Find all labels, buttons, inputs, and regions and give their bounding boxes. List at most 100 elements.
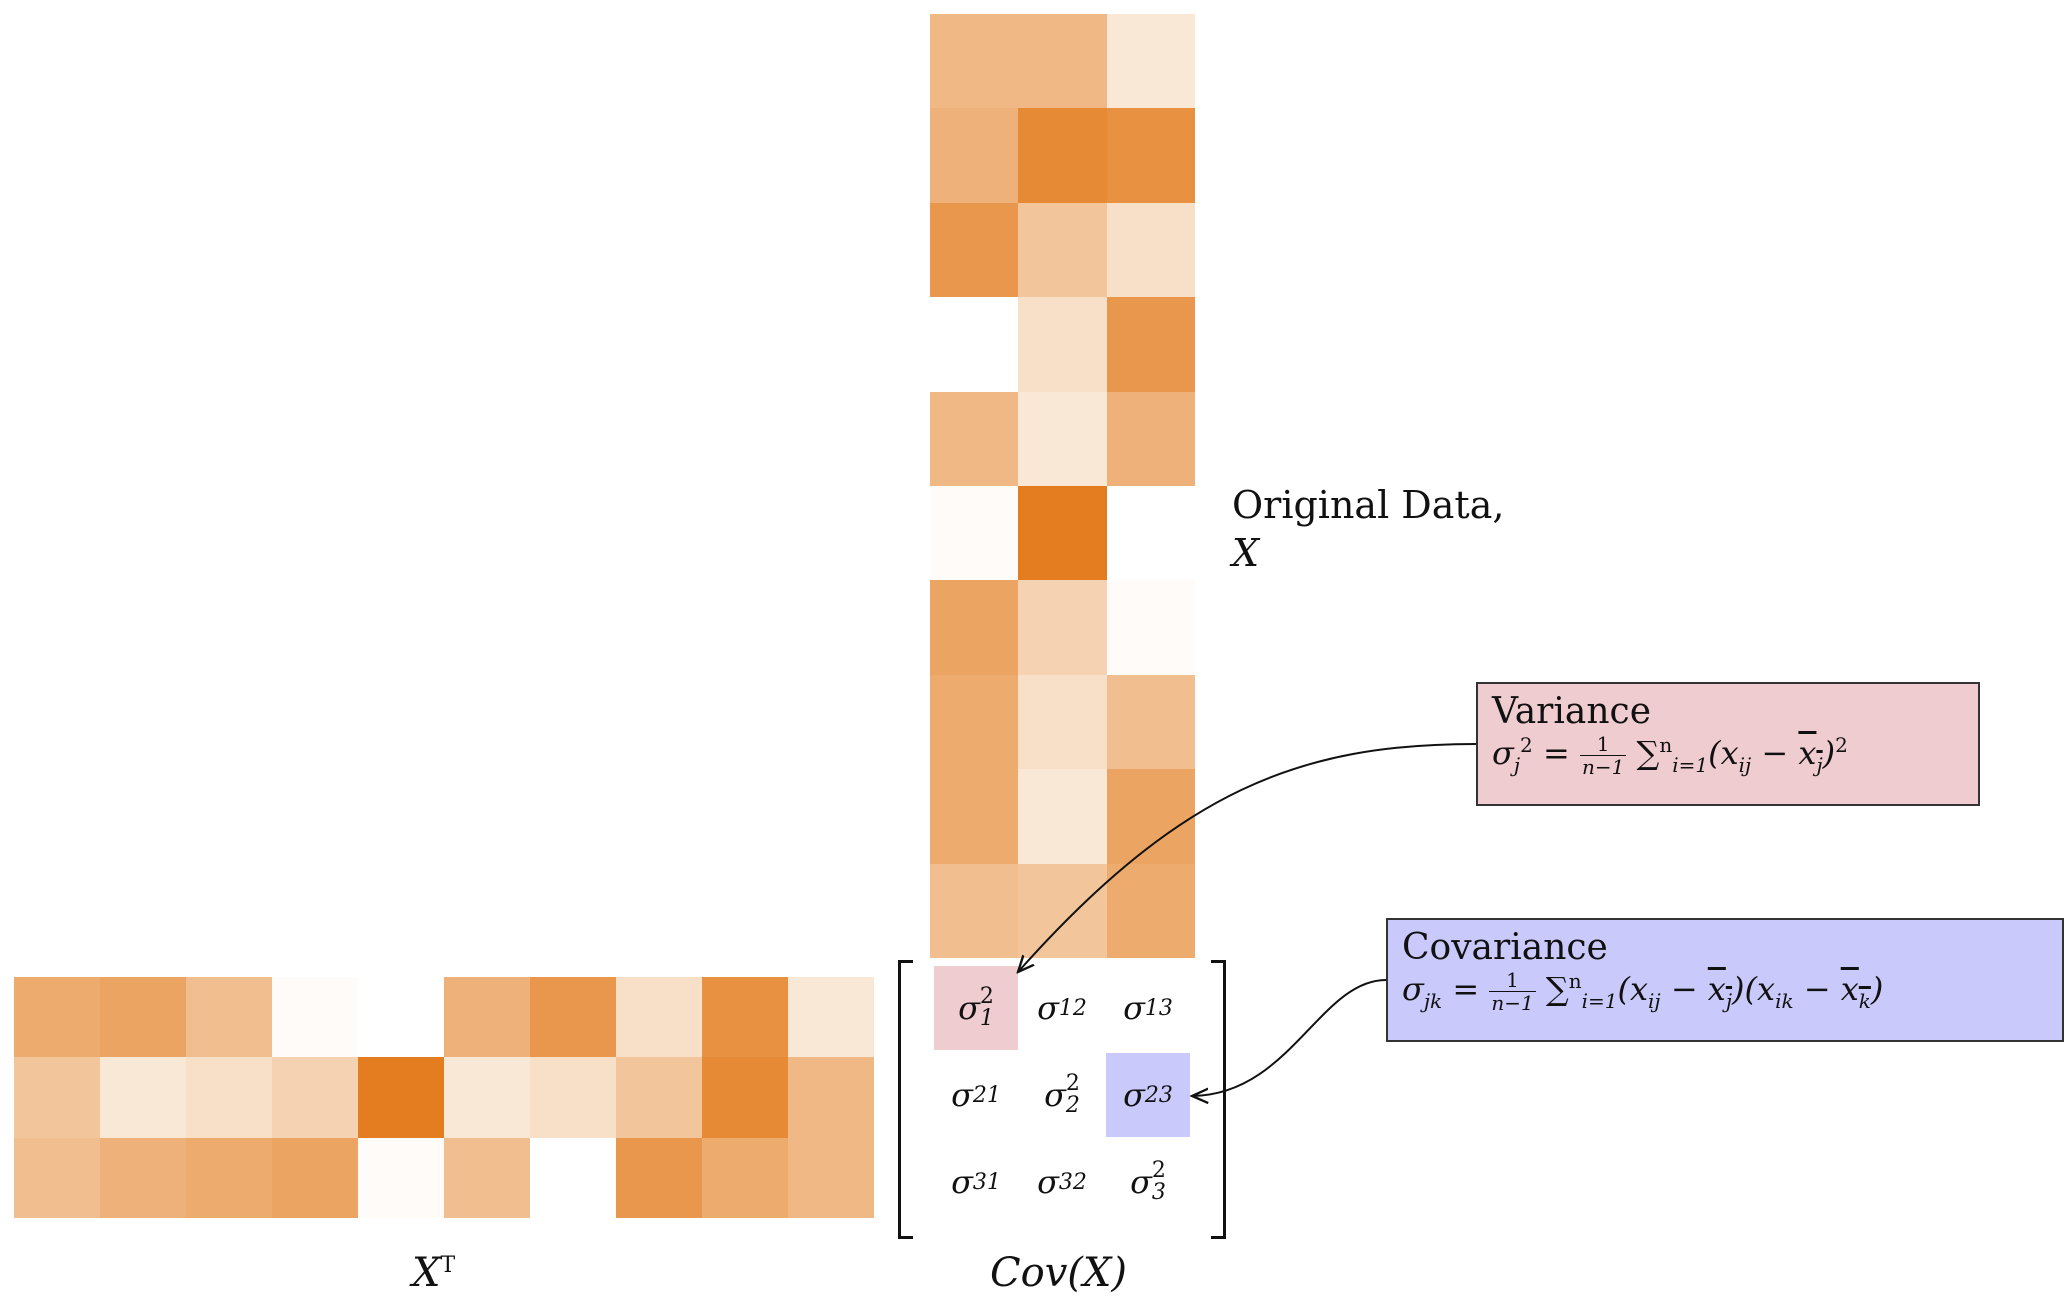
transpose-cell-r3-c6 (444, 1137, 530, 1218)
original-data-cell-r3-c2 (1018, 202, 1107, 298)
cov-cell-subscript: 13 (1144, 995, 1173, 1021)
var-body-open: (x (1708, 734, 1739, 773)
transpose-cell-r3-c2 (100, 1137, 186, 1218)
cov-t2-minus: − (1793, 970, 1841, 1009)
transpose-cell-r2-c10 (788, 1057, 874, 1138)
original-data-cell-r6-c2 (1018, 486, 1107, 581)
transpose-cell-r2-c3 (186, 1057, 272, 1138)
cov-cell-symbol: σ (951, 1076, 973, 1114)
var-lhs-sup: 2 (1520, 733, 1533, 758)
transpose-cell-r1-c7 (530, 977, 616, 1058)
cov-frac-den: n−1 (1491, 991, 1534, 1016)
transpose-cell-r1-c3 (186, 977, 272, 1058)
cov-cell-symbol: σ (1123, 989, 1145, 1027)
var-sum: ∑ (1636, 734, 1660, 773)
transpose-cell-r1-c5 (358, 977, 444, 1058)
original-data-cell-r2-c2 (1018, 108, 1107, 203)
transpose-label: XT (412, 1248, 455, 1298)
cov-cell-symbol: σ (1037, 989, 1059, 1027)
cov-eq: = (1442, 970, 1490, 1009)
cov-cell-subscript: 12 (1058, 995, 1087, 1021)
original-data-label: Original Data, X (1232, 482, 1504, 577)
original-data-cell-r5-c3 (1106, 391, 1195, 486)
transpose-cell-r2-c8 (616, 1057, 702, 1138)
cov-cell-subscript: 1 (979, 1006, 994, 1031)
cov-cell-sigma-31: σ 31 (934, 1140, 1018, 1224)
covariance-matrix-label: Cov(X) (990, 1250, 1127, 1296)
original-data-cell-r8-c1 (930, 674, 1019, 770)
var-frac-den: n−1 (1581, 755, 1625, 780)
cov-lhs: σ (1402, 970, 1424, 1009)
transpose-cell-r3-c5 (358, 1137, 444, 1218)
cov-t2-sub: ik (1775, 989, 1794, 1014)
var-sum-sup: n (1659, 733, 1673, 758)
cov-sum-sup: n (1568, 969, 1582, 994)
cov-sum-sub: i=1 (1581, 989, 1618, 1014)
covariance-matrix: σ 2 1 σ 12 σ 13 σ 21 σ 2 2 σ 23 σ 31 σ 32 σ 2 3 (898, 960, 1226, 1239)
original-data-cell-r10-c3 (1106, 863, 1195, 958)
cov-t1-mean-x: x (1707, 970, 1726, 1009)
var-eq: = (1532, 734, 1580, 773)
cov-t2-mean: xk (1840, 970, 1871, 1013)
cov-cell-sigma-13: σ 13 (1106, 966, 1190, 1050)
transpose-cell-r3-c9 (702, 1137, 788, 1218)
original-data-cell-r4-c3 (1106, 297, 1195, 392)
original-data-cell-r10-c2 (1018, 863, 1107, 958)
cov-cell-sigma-32: σ 32 (1020, 1140, 1104, 1224)
transpose-heatmap (14, 977, 874, 1218)
original-data-cell-r4-c2 (1018, 297, 1107, 392)
transpose-cell-r1-c1 (14, 977, 100, 1058)
covariance-formula: σjk = 1 n−1 ∑ni=1(xij − xj)(xik − xk) (1402, 969, 2048, 1014)
cov-cell-symbol: σ (1037, 1163, 1059, 1201)
original-data-cell-r7-c1 (930, 580, 1019, 675)
cov-cell-sigma-21: σ 21 (934, 1053, 1018, 1137)
transpose-cell-r1-c6 (444, 977, 530, 1058)
transpose-cell-r1-c4 (272, 977, 358, 1058)
var-sum-sub: i=1 (1672, 753, 1709, 778)
original-data-cell-r1-c3 (1106, 14, 1195, 109)
original-data-cell-r4-c1 (930, 297, 1019, 392)
var-lhs: σ (1492, 734, 1514, 773)
cov-t1-mean: xj (1707, 970, 1732, 1013)
original-data-cell-r5-c1 (930, 391, 1019, 486)
original-data-cell-r1-c1 (930, 14, 1019, 109)
cov-cell-superscript: 2 (979, 984, 994, 1009)
original-data-heatmap (930, 14, 1195, 958)
original-data-cell-r3-c3 (1106, 202, 1195, 298)
covariance-title: Covariance (1402, 927, 1608, 968)
transpose-cell-r3-c10 (788, 1137, 874, 1218)
cov-t2-close: ) (1870, 970, 1884, 1009)
transpose-cell-r2-c9 (702, 1057, 788, 1138)
transpose-cell-r1-c10 (788, 977, 874, 1058)
transpose-cell-r3-c8 (616, 1137, 702, 1218)
cov-t2-mean-x: x (1840, 970, 1859, 1009)
transpose-cell-r3-c7 (530, 1137, 616, 1218)
cov-t1-close: ) (1732, 970, 1745, 1009)
var-lhs-sub: j (1513, 753, 1521, 778)
right-bracket (1211, 960, 1226, 1239)
var-fraction: 1 n−1 (1579, 733, 1627, 780)
transpose-cell-r2-c2 (100, 1057, 186, 1138)
var-body-mean-sub: j (1816, 753, 1823, 778)
cov-cell-symbol: σ (1130, 1163, 1152, 1201)
cov-t2-open: (x (1744, 970, 1776, 1009)
original-data-cell-r7-c2 (1018, 580, 1107, 675)
transpose-cell-r2-c7 (530, 1057, 616, 1138)
original-data-cell-r6-c1 (930, 486, 1019, 581)
cov-frac-num: 1 (1489, 969, 1536, 993)
transpose-cell-r3-c1 (14, 1137, 100, 1218)
original-data-cell-r8-c2 (1018, 674, 1107, 770)
original-data-cell-r9-c2 (1018, 769, 1107, 864)
cov-cell-symbol: σ (1123, 1076, 1145, 1114)
var-body-sup: 2 (1835, 733, 1848, 758)
cov-cell-symbol: σ (951, 1163, 973, 1201)
original-data-cell-r8-c3 (1106, 674, 1195, 770)
transpose-cell-r1-c9 (702, 977, 788, 1058)
transpose-cell-r2-c4 (272, 1057, 358, 1138)
transpose-label-base: X (412, 1250, 441, 1296)
